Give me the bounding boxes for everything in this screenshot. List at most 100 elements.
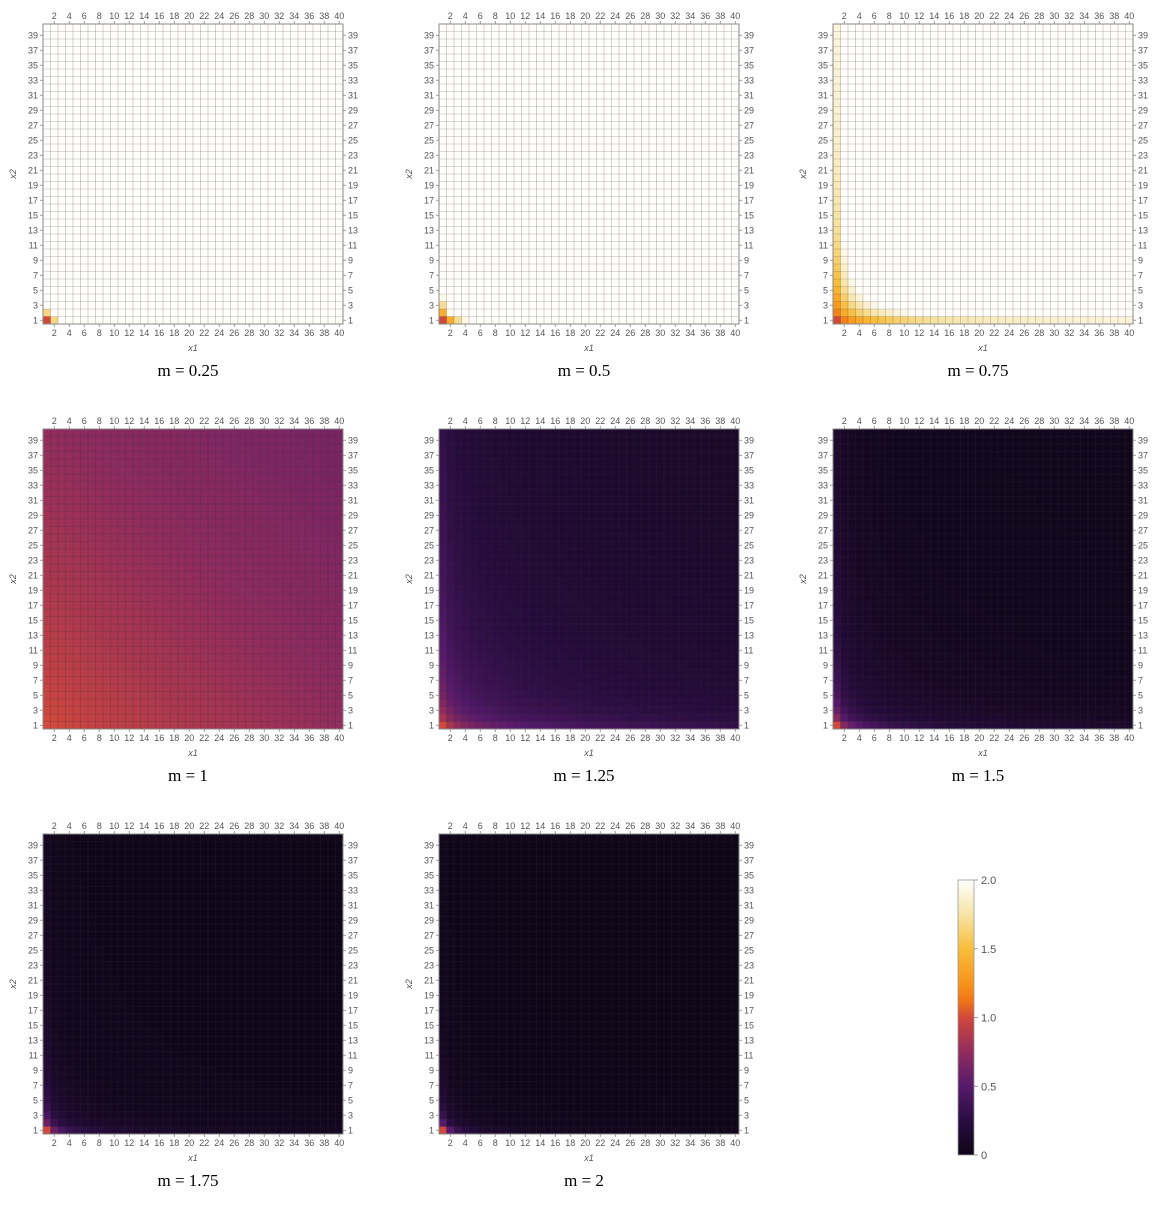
x-top-tick-label: 38 (715, 11, 725, 21)
heatmap-cell (709, 99, 717, 107)
heatmap-cell (148, 196, 156, 205)
heatmap-cell (275, 279, 284, 287)
heatmap-cell (664, 286, 672, 295)
heatmap-cell (656, 316, 665, 325)
heatmap-cell (679, 204, 687, 212)
heatmap-cell (870, 256, 879, 265)
heatmap-cell (953, 151, 961, 160)
heatmap-cell (619, 226, 627, 235)
heatmap-cell (848, 136, 856, 145)
heatmap-cell (268, 91, 276, 100)
heatmap-cell (491, 24, 500, 32)
heatmap-cell (230, 249, 239, 257)
heatmap-cell (551, 256, 560, 265)
heatmap-cell (469, 234, 477, 242)
heatmap-cell (163, 219, 171, 227)
heatmap-cell (335, 301, 344, 310)
heatmap-cell (163, 301, 171, 310)
heatmap-cell (133, 31, 141, 40)
heatmap-cell (686, 189, 695, 197)
heatmap-cell (275, 211, 284, 220)
heatmap-cell (983, 316, 991, 325)
heatmap-cell (878, 91, 886, 100)
heatmap-cell (701, 264, 710, 272)
heatmap-cell (514, 219, 522, 227)
heatmap-cell (1110, 166, 1119, 175)
heatmap-cell (506, 136, 515, 145)
heatmap-cell (641, 39, 650, 47)
heatmap-cell (230, 69, 239, 77)
heatmap-cell (88, 159, 96, 167)
heatmap-cell (1080, 84, 1089, 92)
heatmap-cell (1118, 166, 1126, 175)
heatmap-cell (118, 159, 126, 167)
heatmap-cell (1110, 91, 1119, 100)
heatmap-cell (88, 31, 96, 40)
heatmap-cell (514, 24, 522, 32)
heatmap-cell (268, 166, 276, 175)
heatmap-cell (611, 39, 620, 47)
heatmap-cell (43, 61, 51, 70)
heatmap-cell (1005, 144, 1014, 152)
heatmap-cell (559, 189, 567, 197)
heatmap-cell (724, 159, 732, 167)
heatmap-cell (551, 54, 560, 62)
heatmap-cell (968, 114, 976, 122)
heatmap-cell (469, 106, 477, 115)
heatmap-cell (313, 196, 321, 205)
heatmap-cell (641, 76, 650, 85)
heatmap-cell (1125, 264, 1134, 272)
heatmap-cell (1073, 316, 1081, 325)
heatmap-cell (1005, 121, 1014, 130)
heatmap-cell (95, 84, 104, 92)
heatmap-cell (313, 316, 321, 325)
heatmap-cell (1088, 189, 1096, 197)
heatmap-cell (945, 189, 954, 197)
x-tick-label: 34 (685, 328, 695, 338)
heatmap-cell (724, 106, 732, 115)
heatmap-cell (1020, 174, 1029, 182)
heatmap-cell (499, 99, 507, 107)
heatmap-cell (671, 129, 680, 137)
heatmap-cell (88, 69, 96, 77)
heatmap-cell (915, 76, 924, 85)
heatmap-cell (446, 24, 455, 32)
heatmap-cell (521, 174, 530, 182)
x-top-tick-label: 22 (199, 11, 209, 21)
heatmap-cell (1028, 114, 1036, 122)
heatmap-cell (140, 39, 149, 47)
heatmap-cell (709, 91, 717, 100)
heatmap-cell (953, 316, 961, 325)
heatmap-cell (95, 241, 104, 250)
heatmap-cell (133, 294, 141, 302)
heatmap-cell (1050, 294, 1059, 302)
heatmap-cell (328, 211, 336, 220)
heatmap-cell (514, 294, 522, 302)
heatmap-cell (938, 226, 946, 235)
heatmap-cell (446, 241, 455, 250)
heatmap-cell (193, 76, 201, 85)
heatmap-cell (848, 166, 856, 175)
x-top-tick-label: 24 (610, 11, 620, 21)
heatmap-cell (283, 264, 291, 272)
heatmap-cell (596, 46, 605, 55)
heatmap-cell (731, 286, 740, 295)
y-right-tick-label: 19 (348, 180, 358, 190)
heatmap-cell (566, 286, 575, 295)
heatmap-cell (938, 309, 946, 317)
heatmap-cell (611, 106, 620, 115)
heatmap-cell (1088, 196, 1096, 205)
heatmap-cell (596, 144, 605, 152)
heatmap-cell (328, 129, 336, 137)
heatmap-cell (596, 129, 605, 137)
heatmap-cell (73, 84, 81, 92)
heatmap-cell (58, 54, 66, 62)
heatmap-cell (521, 106, 530, 115)
heatmap-cell (686, 301, 695, 310)
heatmap-cell (476, 166, 485, 175)
heatmap-cell (208, 271, 216, 280)
heatmap-cell (604, 121, 612, 130)
y-right-tick-label: 9 (744, 255, 749, 265)
heatmap-cell (446, 211, 455, 220)
heatmap-cell (1088, 316, 1096, 325)
